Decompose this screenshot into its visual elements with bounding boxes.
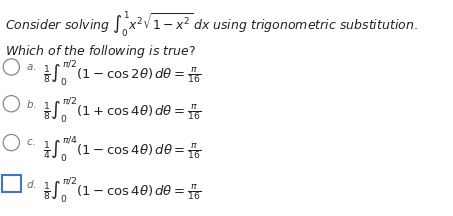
Text: $\it{Which\ of\ the\ following\ is\ true?}$: $\it{Which\ of\ the\ following\ is\ true… — [5, 43, 196, 60]
Text: $\frac{1}{8}\int_0^{\pi/2}(1-\cos4\theta)\,d\theta=\frac{\pi}{16}$: $\frac{1}{8}\int_0^{\pi/2}(1-\cos4\theta… — [43, 175, 201, 205]
Ellipse shape — [3, 95, 19, 112]
Text: $\it{Consider\ solving}$ $\int_0^1 x^2\sqrt{1-x^2}\,dx$ $\it{using\ trigonometri: $\it{Consider\ solving}$ $\int_0^1 x^2\s… — [5, 10, 417, 39]
Ellipse shape — [3, 59, 19, 75]
FancyBboxPatch shape — [2, 175, 21, 192]
Text: $\it{a.}$: $\it{a.}$ — [26, 62, 37, 71]
Text: $\frac{1}{4}\int_0^{\pi/4}(1-\cos4\theta)\,d\theta=\frac{\pi}{16}$: $\frac{1}{4}\int_0^{\pi/4}(1-\cos4\theta… — [43, 134, 202, 164]
Text: $\it{d.}$: $\it{d.}$ — [26, 178, 37, 190]
Text: $\it{b.}$: $\it{b.}$ — [26, 98, 37, 110]
Text: $\it{c.}$: $\it{c.}$ — [26, 137, 36, 147]
Text: $\frac{1}{8}\int_0^{\pi/2}(1-\cos2\theta)\,d\theta=\frac{\pi}{16}$: $\frac{1}{8}\int_0^{\pi/2}(1-\cos2\theta… — [43, 58, 201, 88]
Ellipse shape — [3, 134, 19, 151]
Text: $\frac{1}{8}\int_0^{\pi/2}(1+\cos4\theta)\,d\theta=\frac{\pi}{16}$: $\frac{1}{8}\int_0^{\pi/2}(1+\cos4\theta… — [43, 95, 201, 125]
